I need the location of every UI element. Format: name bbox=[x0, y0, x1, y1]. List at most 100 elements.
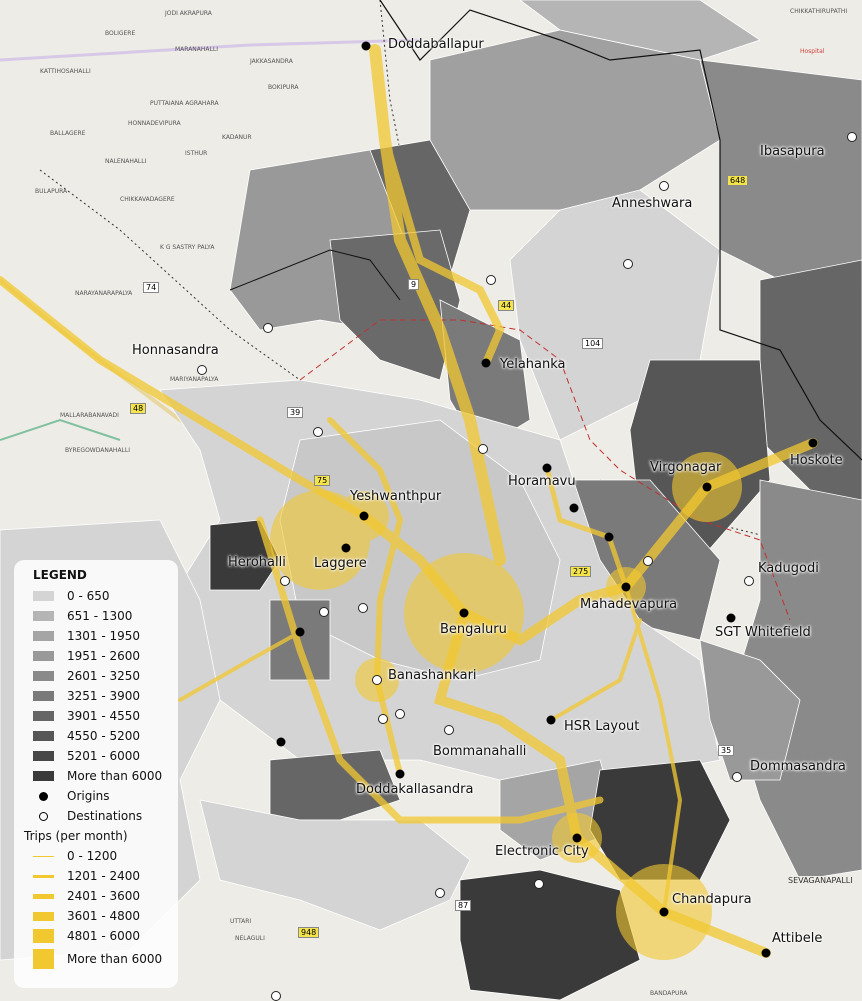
base-label: UTTARI bbox=[230, 918, 252, 925]
origin-marker[interactable] bbox=[295, 627, 305, 637]
road-shield: 9 bbox=[408, 279, 420, 290]
map-legend: LEGEND 0 - 650 651 - 1300 1301 - 1950 1951 … bbox=[14, 560, 178, 988]
flow-swatch bbox=[33, 929, 54, 943]
destination-marker[interactable] bbox=[643, 556, 653, 566]
destination-marker[interactable] bbox=[534, 879, 544, 889]
base-label: K G SASTRY PALYA bbox=[160, 244, 215, 251]
legend-label: Origins bbox=[67, 789, 110, 803]
destination-marker[interactable] bbox=[395, 709, 405, 719]
base-label: CHIKKATHIRUPATHI bbox=[790, 8, 848, 15]
origin-marker[interactable] bbox=[459, 608, 469, 618]
base-label: BULAPURA bbox=[35, 188, 68, 195]
destination-marker[interactable] bbox=[732, 772, 742, 782]
legend-label: More than 6000 bbox=[67, 769, 163, 783]
destination-marker[interactable] bbox=[744, 576, 754, 586]
origin-marker[interactable] bbox=[569, 503, 579, 513]
road-shield: 948 bbox=[298, 927, 320, 938]
origin-marker[interactable] bbox=[702, 482, 712, 492]
origin-marker[interactable] bbox=[546, 715, 556, 725]
place-label: Doddakallasandra bbox=[356, 782, 474, 797]
origin-marker[interactable] bbox=[761, 948, 771, 958]
base-label: BANDAPURA bbox=[650, 990, 688, 997]
place-label: Ibasapura bbox=[760, 144, 825, 159]
road-shield: 648 bbox=[727, 175, 749, 186]
legend-label: 3901 - 4550 bbox=[67, 709, 141, 723]
destination-marker[interactable] bbox=[358, 603, 368, 613]
destination-marker[interactable] bbox=[197, 365, 207, 375]
zone-swatch bbox=[33, 751, 54, 761]
flow-swatch bbox=[33, 911, 54, 921]
place-label: Laggere bbox=[314, 556, 367, 571]
place-label: Kadugodi bbox=[758, 561, 819, 576]
zone-swatch bbox=[33, 591, 54, 601]
base-label: NARAYANARAPALYA bbox=[75, 290, 133, 297]
destination-marker[interactable] bbox=[280, 576, 290, 586]
destination-marker[interactable] bbox=[372, 675, 382, 685]
origin-marker[interactable] bbox=[359, 511, 369, 521]
origin-marker[interactable] bbox=[659, 907, 669, 917]
road-shield: 104 bbox=[582, 338, 604, 349]
origin-marker[interactable] bbox=[604, 532, 614, 542]
flow-swatch bbox=[33, 893, 54, 899]
place-label: Bommanahalli bbox=[433, 744, 527, 759]
origin-marker[interactable] bbox=[726, 613, 736, 623]
road-shield: 74 bbox=[143, 282, 160, 293]
destination-marker[interactable] bbox=[444, 725, 454, 735]
legend-label: 3251 - 3900 bbox=[67, 689, 141, 703]
origin-marker[interactable] bbox=[481, 358, 491, 368]
destination-marker[interactable] bbox=[263, 323, 273, 333]
base-label: SEVAGANAPALLI bbox=[786, 876, 855, 885]
road-shield: 35 bbox=[718, 745, 735, 756]
place-label: Herohalli bbox=[228, 555, 286, 570]
base-label: MARANAHALLI bbox=[175, 46, 218, 53]
origin-marker[interactable] bbox=[361, 41, 371, 51]
legend-label: 4550 - 5200 bbox=[67, 729, 141, 743]
destination-marker[interactable] bbox=[378, 714, 388, 724]
legend-title: LEGEND bbox=[33, 568, 87, 582]
road-shield: 44 bbox=[498, 300, 515, 311]
place-label: Mahadevapura bbox=[580, 597, 678, 612]
legend-zone-row: More than 6000 bbox=[14, 766, 178, 786]
place-label: Yelahanka bbox=[500, 357, 566, 372]
origin-marker[interactable] bbox=[276, 737, 286, 747]
origin-marker[interactable] bbox=[808, 438, 818, 448]
place-label: Doddaballapur bbox=[388, 37, 484, 52]
legend-label: 651 - 1300 bbox=[67, 609, 133, 623]
destination-marker[interactable] bbox=[847, 132, 857, 142]
destination-marker[interactable] bbox=[313, 427, 323, 437]
origin-symbol-icon bbox=[39, 791, 48, 801]
boundaries bbox=[229, 0, 862, 621]
base-label: BOKIPURA bbox=[268, 84, 299, 91]
base-label: PUTTAIANA AGRAHARA bbox=[150, 100, 219, 107]
zone-swatch bbox=[33, 691, 54, 701]
base-label: HONNADEVIPURA bbox=[128, 120, 181, 127]
origin-marker[interactable] bbox=[341, 543, 351, 553]
place-label: Virgonagar bbox=[650, 460, 722, 475]
destination-marker[interactable] bbox=[486, 275, 496, 285]
zone-swatch bbox=[33, 771, 54, 781]
legend-zone-row: 1301 - 1950 bbox=[14, 626, 178, 646]
origin-marker[interactable] bbox=[621, 582, 631, 592]
flow-swatch bbox=[33, 874, 54, 878]
legend-label: 1951 - 2600 bbox=[67, 649, 141, 663]
origin-marker[interactable] bbox=[542, 463, 552, 473]
origin-marker[interactable] bbox=[395, 769, 405, 779]
base-label: ISTHUR bbox=[185, 150, 208, 157]
legend-trip-row: 2401 - 3600 bbox=[14, 886, 178, 906]
legend-label: Destinations bbox=[67, 809, 143, 823]
destination-marker[interactable] bbox=[319, 607, 329, 617]
zone-swatch bbox=[33, 711, 54, 721]
legend-label: 4801 - 6000 bbox=[67, 929, 141, 943]
destination-marker[interactable] bbox=[659, 181, 669, 191]
origin-marker[interactable] bbox=[572, 833, 582, 843]
destination-marker[interactable] bbox=[478, 444, 488, 454]
legend-zone-row: 4550 - 5200 bbox=[14, 726, 178, 746]
zone-swatch bbox=[33, 611, 54, 621]
destination-marker[interactable] bbox=[435, 888, 445, 898]
flow-swatch bbox=[33, 949, 54, 969]
legend-trip-row: 1201 - 2400 bbox=[14, 866, 178, 886]
place-label: Banashankari bbox=[388, 668, 477, 683]
destination-marker[interactable] bbox=[623, 259, 633, 269]
place-label: Chandapura bbox=[672, 892, 752, 907]
